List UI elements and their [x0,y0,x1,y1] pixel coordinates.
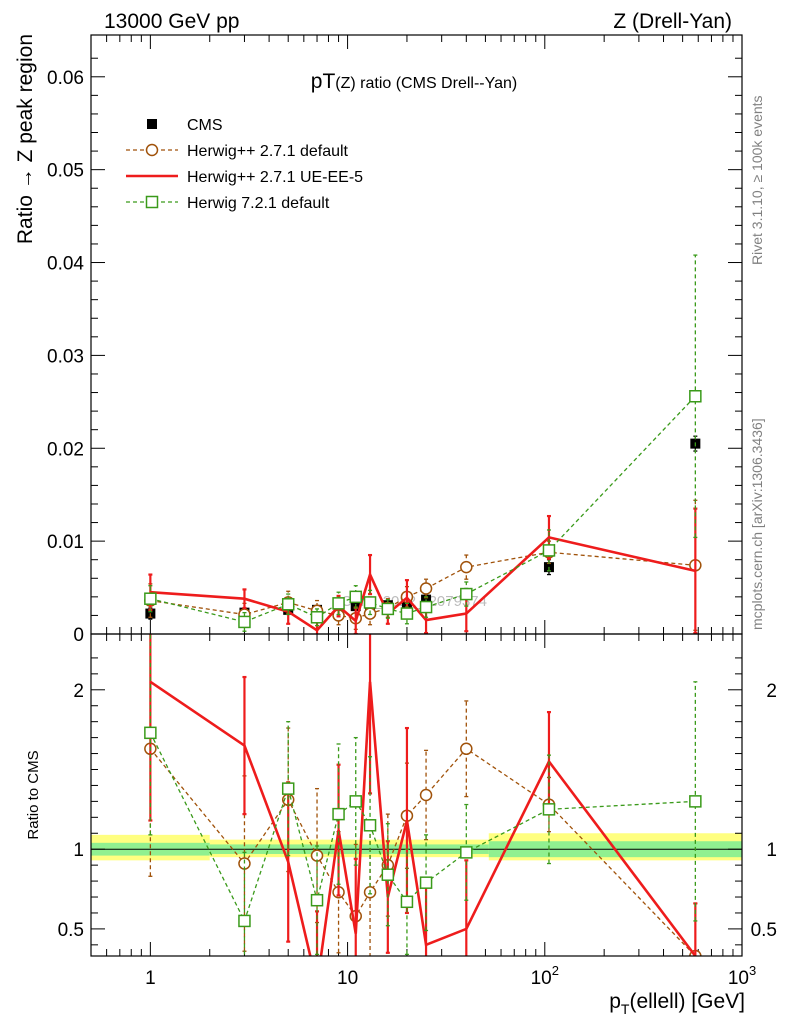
main-y-tick-label: 0.06 [47,68,84,89]
legend-item: CMS [147,117,223,134]
header-right: Z (Drell-Yan) [613,10,732,33]
x-tick-label-exponent: 3 [749,963,756,978]
main-axis-ticks [90,35,743,635]
data-point [332,807,345,821]
data-point [349,590,362,604]
main-y-tick-label: 0 [73,625,84,646]
plot-title: pT(Z) ratio (CMS Drell--Yan) [311,70,517,93]
data-point [542,544,556,557]
ratio-y-tick-label-left: 0.5 [58,920,84,941]
main-y-tick-label: 0.01 [47,532,84,553]
legend-marker [147,119,157,129]
data-point [281,782,295,795]
data-point [332,597,345,610]
header-left: 13000 GeV pp [104,10,239,33]
data-point [419,788,433,802]
legend-item: Herwig++ 2.7.1 UE-EE-5 [126,169,363,186]
x-tick-label: 103 [728,963,756,989]
data-point [381,602,395,616]
ratio-uncertainty-bands [91,833,742,861]
legend-label: Herwig 7.2.1 default [187,195,330,212]
legend-item: Herwig++ 2.7.1 default [126,143,349,160]
main-y-tick-label: 0.04 [47,254,84,275]
legend-label: Herwig++ 2.7.1 UE-EE-5 [187,169,363,186]
ratio-y-tick-label-right: 2 [766,681,777,702]
ratio-series-herwig-2-7-1-default [144,634,702,956]
x-axis-title-subscript: T [621,1001,630,1017]
rivet-version-label: Rivet 3.1.10, ≥ 100k events [749,95,765,265]
data-point [460,587,473,601]
data-point [419,582,433,595]
data-point [363,819,377,832]
x-axis-title: pT(ellell) [GeV] [609,990,745,1017]
main-series-layer [144,254,702,634]
main-y-tick-label: 0.03 [47,346,84,367]
data-point [381,868,395,881]
data-point [419,600,433,614]
data-point [400,895,414,909]
x-tick-label: 102 [531,963,559,989]
data-point [689,390,702,403]
data-point [144,592,157,605]
main-series-herwig-7-2-1-default [144,254,702,632]
data-point [400,607,414,620]
ratio-y-tick-label-right: 0.5 [751,920,777,941]
mcplots-label: mcplots.cern.ch [arXiv:1306.3436] [749,418,765,630]
series-line [149,732,696,923]
data-point [363,596,377,609]
main-series-herwig-2-7-1-ue-ee-5 [148,507,698,634]
main-y-tick-label: 0.02 [47,439,84,460]
legend-marker [145,195,159,209]
legend-label: Herwig++ 2.7.1 default [187,143,349,160]
data-point [238,615,251,629]
data-point [542,803,556,816]
ratio-axis-ticks [90,634,743,956]
data-point [689,795,702,808]
main-ylabel: Ratio → Z peak region [14,34,37,244]
data-point [460,742,473,756]
legend: CMS Herwig++ 2.7.1 default Herwig++ 2.7.1 … [126,117,363,212]
ratio-y-tick-label-right: 1 [766,840,777,861]
legend-item: Herwig 7.2.1 default [126,195,330,212]
data-point [281,598,295,611]
data-point [310,893,324,907]
data-point [460,560,473,574]
analysis-watermark: CMS_2022_I2079374 [341,593,487,610]
ratio-plot-frame [90,633,743,957]
data-point [419,876,433,889]
plot-title-main: pT [311,70,336,93]
x-axis-title-symbol: p [609,990,621,1013]
ratio-y-tick-label-left: 1 [73,840,84,861]
data-point [310,611,324,624]
ratio-series-herwig-7-2-1-default [144,634,702,956]
data-point [460,846,473,859]
main-y-tick-label: 0.05 [47,161,84,182]
ratio-y-tick-label-left: 2 [73,681,84,702]
ratio-series-layer [144,634,702,956]
x-tick-label: 1 [145,968,156,989]
data-point [349,795,362,808]
data-point [144,726,157,740]
ratio-ylabel: Ratio to CMS [25,750,42,839]
legend-marker [145,143,159,157]
x-tick-label: 10 [337,968,358,989]
plot-title-sub: (Z) ratio (CMS Drell--Yan) [335,75,517,92]
x-tick-label-exponent: 2 [552,963,559,978]
legend-label: CMS [187,117,223,134]
tick-labels-layer: 0 0.01 0.02 0.03 0.04 0.05 0.06 0.5 0.5 1 1 2 2 1 10 10… [47,68,777,989]
x-axis-title-rest: (ellell) [GeV] [629,990,745,1013]
data-point [238,914,251,928]
